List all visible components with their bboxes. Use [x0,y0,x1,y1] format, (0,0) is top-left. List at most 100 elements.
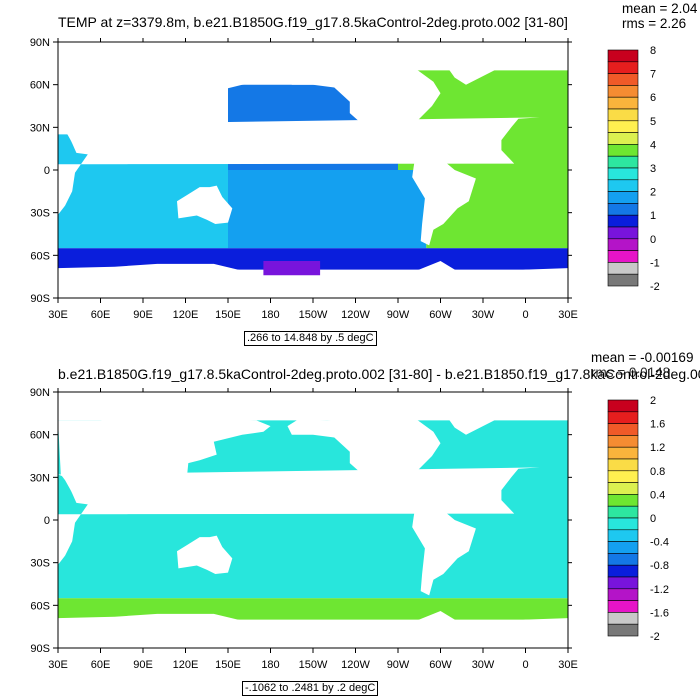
x-tick-label: 150E [215,309,241,321]
colorbar-swatch [607,155,639,169]
colorbar-label: 7 [650,69,656,81]
x-axis: 30E 60E 90E 120E 150E 180 150W 120W 90W 60W 30W 0 30… [48,38,578,321]
y-tick-label: 60S [30,250,50,262]
colorbar-label: -1.2 [650,584,669,596]
x-tick-label: 30E [48,659,68,671]
x-tick-label: 120E [173,659,199,671]
x-tick-label: 90W [387,309,410,321]
x-tick-label: 150E [215,659,241,671]
colorbar-swatch [607,564,639,578]
land-mask [28,52,568,298]
colorbar-swatch [607,167,639,181]
y-tick-label: 30N [30,472,50,484]
x-tick-label: 180 [261,309,279,321]
x-tick-label: 150W [299,659,328,671]
colorbar-swatch [607,144,639,157]
x-tick-label: 90W [387,659,410,671]
colorbar-swatch [607,73,639,86]
colorbar-swatch [607,120,639,133]
colorbar-swatch [607,576,639,590]
top-panel: TEMP at z=3379.8m, b.e21.B1850G.f19_g17.… [28,1,698,346]
x-tick-label: 120E [173,309,199,321]
rms-stat: rms = 0.0148 [591,365,671,380]
colorbar-label: 5 [650,116,656,128]
x-tick-label: 60E [91,309,111,321]
y-tick-label: 60N [30,80,50,92]
colorbar-swatch [607,262,639,275]
contour-info-label: -.1062 to .2481 by .2 degC [242,681,379,696]
y-tick-label: 0 [44,165,50,177]
region-ross-sea [263,261,321,276]
colorbar-swatch [607,494,639,507]
colorbar-swatch [607,435,639,448]
x-tick-label: 150W [299,309,328,321]
colorbar-swatch [607,273,639,287]
colorbar-label: 2 [650,395,656,407]
region-pacific-south [228,170,427,249]
colorbar-label: -0.4 [650,537,669,549]
colorbar-swatch [607,600,639,613]
colorbar-swatch [607,179,639,192]
x-tick-label: 30E [558,659,578,671]
y-tick-label: 30N [30,122,50,134]
colorbar-swatch [607,399,639,413]
y-tick-label: 60S [30,600,50,612]
y-tick-label: 90N [30,37,50,49]
colorbar-swatch [607,85,639,98]
colorbar-label: -1.6 [650,607,669,619]
chart-title: TEMP at z=3379.8m, b.e21.B1850G.f19_g17.… [58,14,568,30]
land-australia [177,535,233,574]
x-tick-label: 60W [429,309,452,321]
colorbar-label: 0.8 [650,466,665,478]
colorbar-label: -0.8 [650,560,669,572]
map-plot: 30E 60E 90E 120E 150E 180 150W 120W 90W 60W 30W 0 30… [28,37,660,321]
colorbar-label: 4 [650,139,656,151]
colorbar-label: 1.6 [650,419,665,431]
land-mask [28,402,568,648]
colorbar-swatch [607,250,639,263]
colorbar-swatch [607,553,639,566]
colorbar-swatch [607,132,639,145]
colorbar-swatch [607,446,639,460]
colorbar-swatch [607,96,639,110]
x-tick-label: 90E [133,659,153,671]
colorbar-swatch [607,411,639,424]
colorbar-swatch [607,108,639,122]
colorbar-label: -1 [650,257,660,269]
x-tick-label: 60W [429,659,452,671]
mean-stat: mean = 2.04 [622,1,698,16]
x-tick-label: 0 [522,309,528,321]
land-antarctica [58,261,568,298]
colorbar-swatch [607,541,639,554]
x-tick-label: 90E [133,309,153,321]
colorbar-label: 6 [650,92,656,104]
x-tick-label: 120W [341,659,370,671]
colorbar-swatch [607,517,639,531]
y-axis: 90N 60N 30N 0 30S 60S 90S [30,387,572,655]
x-tick-label: 0 [522,659,528,671]
colorbar-label: 1.2 [650,442,665,454]
colorbar-swatch [607,588,639,601]
land-s_america [412,502,476,596]
colorbar-label: -2 [650,281,660,293]
colorbar-label: 3 [650,163,656,175]
y-tick-label: 60N [30,430,50,442]
colorbar-swatch [607,423,639,436]
y-tick-label: 30S [30,208,50,220]
colorbar-swatch [607,623,639,637]
chart-title: b.e21.B1850G.f19_g17.8.5kaControl-2deg.p… [58,366,700,382]
colorbar-label: 0.4 [650,489,665,501]
x-tick-label: 120W [341,309,370,321]
colorbar-swatch [607,214,639,228]
x-tick-label: 30W [472,309,495,321]
x-axis: 30E 60E 90E 120E 150E 180 150W 120W 90W 60W 30W 0 30… [48,388,578,671]
x-tick-label: 60E [91,659,111,671]
land-s_america [412,152,476,246]
colorbar-swatch [607,238,639,251]
mean-stat: mean = -0.00169 [591,350,694,365]
colorbar-swatch [607,470,639,483]
colorbar-label: 1 [650,210,656,222]
y-axis: 90N 60N 30N 0 30S 60S 90S [30,37,572,305]
colorbar-swatch [607,612,639,625]
colorbar-swatch [607,203,639,216]
